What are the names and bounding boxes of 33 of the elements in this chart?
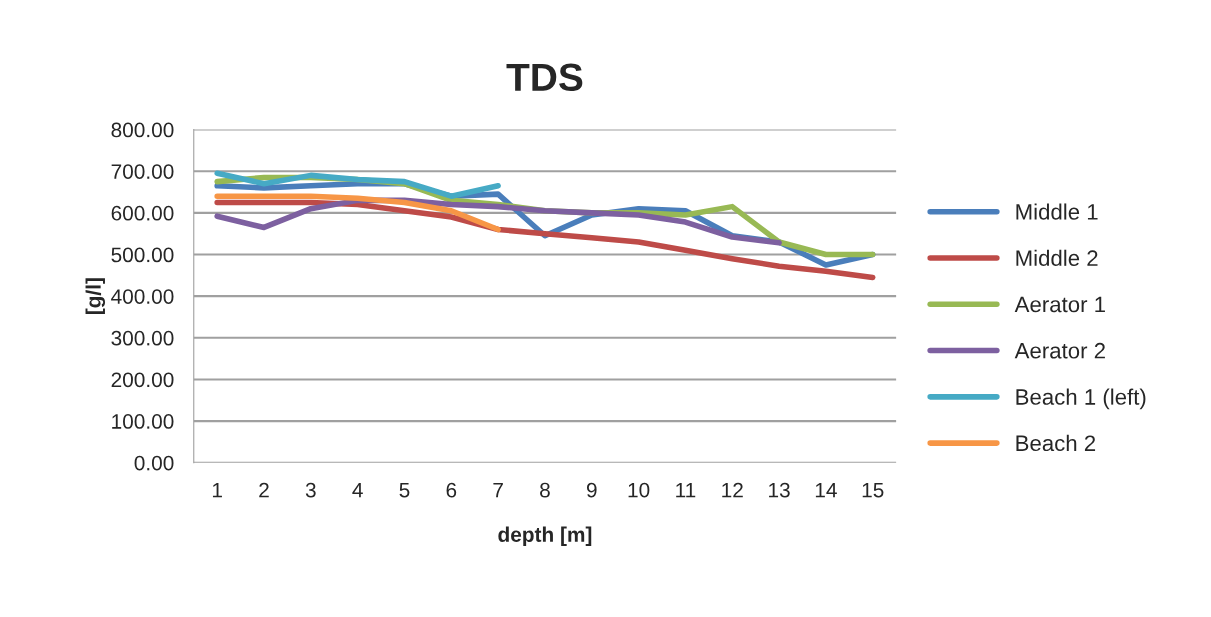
y-tick-label: 500.00	[111, 247, 174, 263]
x-tick-label: 9	[586, 482, 597, 498]
y-tick-label: 300.00	[111, 330, 174, 346]
y-tick-label: 400.00	[111, 289, 174, 304]
x-tick-label: 8	[540, 482, 550, 498]
legend-label: Aerator 2	[1014, 342, 1105, 359]
y-tick-label: 600.00	[111, 205, 174, 221]
legend-label: Beach 1 (left)	[1016, 388, 1146, 410]
x-axis-title: depth [m]	[498, 526, 592, 547]
x-tick-label: 15	[862, 482, 884, 498]
legend-label: Middle 1	[1016, 203, 1098, 220]
x-tick-label: 12	[722, 482, 743, 498]
x-tick-label: 14	[815, 482, 837, 498]
x-tick-label: 2	[259, 482, 269, 498]
x-tick-label: 1	[212, 482, 222, 498]
y-tick-label: 800.00	[111, 122, 174, 138]
y-axis-title: [g/l]	[85, 278, 106, 315]
legend-label: Aerator 1	[1014, 296, 1105, 313]
x-tick-label: 13	[769, 482, 790, 498]
x-tick-label: 4	[352, 482, 363, 498]
y-tick-label: 100.00	[112, 414, 174, 429]
legend-label: Beach 2	[1016, 434, 1096, 452]
chart-title: TDS	[506, 63, 583, 92]
x-tick-label: 3	[305, 482, 316, 498]
y-tick-label: 0.00	[134, 455, 174, 471]
x-tick-label: 6	[446, 482, 457, 498]
x-tick-label: 10	[628, 482, 650, 498]
x-tick-label: 7	[493, 482, 503, 498]
legend-label: Middle 2	[1016, 249, 1098, 267]
y-tick-label: 700.00	[111, 164, 174, 179]
x-tick-label: 5	[399, 482, 410, 498]
y-tick-label: 200.00	[111, 372, 174, 388]
x-tick-label: 11	[676, 482, 696, 498]
